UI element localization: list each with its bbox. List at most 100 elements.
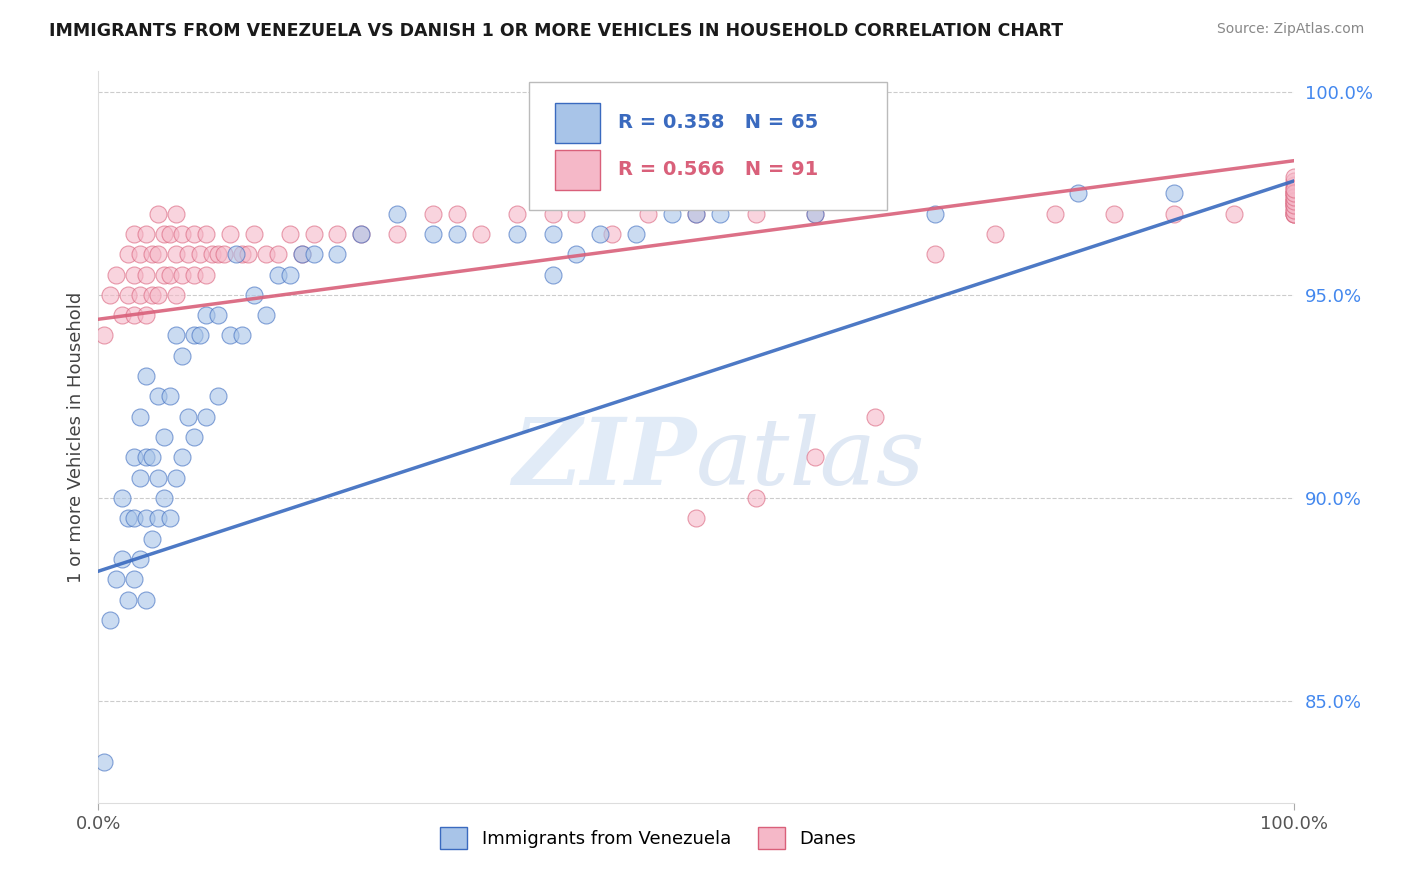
Point xyxy=(98,288,122,302)
Point xyxy=(350,227,373,241)
Point xyxy=(195,268,218,282)
Point xyxy=(1163,206,1185,220)
Point xyxy=(1043,206,1066,220)
Point xyxy=(183,268,205,282)
Point xyxy=(267,268,290,282)
Point xyxy=(506,206,529,220)
Point xyxy=(1282,206,1305,220)
Point xyxy=(172,450,194,465)
Point xyxy=(565,206,588,220)
Point xyxy=(422,206,444,220)
Point xyxy=(709,206,731,220)
Point xyxy=(207,308,229,322)
Point xyxy=(865,409,887,424)
Point xyxy=(1282,206,1305,220)
Point xyxy=(685,206,707,220)
Point xyxy=(589,227,612,241)
Point xyxy=(117,592,139,607)
Point xyxy=(804,206,827,220)
Point xyxy=(159,389,181,403)
Point xyxy=(804,450,827,465)
Point xyxy=(385,206,409,220)
Point xyxy=(195,308,218,322)
Point xyxy=(135,450,157,465)
Point xyxy=(326,247,349,261)
Point xyxy=(661,206,683,220)
Point xyxy=(602,227,624,241)
Point xyxy=(153,430,176,444)
Point xyxy=(1282,194,1305,209)
Point xyxy=(685,511,707,525)
Point xyxy=(159,268,181,282)
Point xyxy=(141,450,163,465)
Point xyxy=(1163,186,1185,201)
Point xyxy=(93,755,115,769)
Point xyxy=(172,349,194,363)
Point xyxy=(422,227,444,241)
Text: ZIP: ZIP xyxy=(512,414,696,504)
Point xyxy=(148,247,170,261)
Point xyxy=(129,247,152,261)
Point xyxy=(129,552,152,566)
Point xyxy=(177,409,200,424)
Point xyxy=(153,491,176,505)
Point xyxy=(212,247,235,261)
Point xyxy=(385,227,409,241)
Point xyxy=(1282,169,1305,184)
Point xyxy=(267,247,290,261)
Point xyxy=(105,572,128,586)
Point xyxy=(153,268,176,282)
Point xyxy=(1223,206,1246,220)
Point xyxy=(1104,206,1126,220)
Point xyxy=(745,491,768,505)
Point xyxy=(148,511,170,525)
FancyBboxPatch shape xyxy=(529,82,887,211)
Point xyxy=(165,206,187,220)
Point xyxy=(446,227,468,241)
Point xyxy=(183,328,205,343)
Point xyxy=(124,450,146,465)
Point xyxy=(565,247,588,261)
Point xyxy=(129,471,152,485)
Point xyxy=(745,206,768,220)
Bar xyxy=(555,150,600,190)
Point xyxy=(1282,198,1305,212)
Point xyxy=(1282,174,1305,188)
Point xyxy=(1282,202,1305,217)
Point xyxy=(924,247,946,261)
Point xyxy=(541,268,564,282)
Point xyxy=(148,471,170,485)
Point xyxy=(1282,182,1305,196)
Point xyxy=(225,247,247,261)
Text: atlas: atlas xyxy=(696,414,925,504)
Point xyxy=(195,409,218,424)
Point xyxy=(254,308,277,322)
Point xyxy=(446,206,468,220)
Point xyxy=(135,511,157,525)
Point xyxy=(541,227,564,241)
Point xyxy=(105,268,128,282)
Point xyxy=(302,227,325,241)
Text: Source: ZipAtlas.com: Source: ZipAtlas.com xyxy=(1216,22,1364,37)
Point xyxy=(278,268,301,282)
Point xyxy=(117,288,139,302)
Point xyxy=(1282,186,1305,201)
Point xyxy=(148,288,170,302)
Point xyxy=(1282,202,1305,217)
Point xyxy=(506,227,529,241)
Point xyxy=(924,206,946,220)
Point xyxy=(98,613,122,627)
Point xyxy=(219,227,242,241)
Point xyxy=(1282,198,1305,212)
Point xyxy=(124,268,146,282)
Point xyxy=(117,511,139,525)
Point xyxy=(129,288,152,302)
Point xyxy=(124,227,146,241)
Point xyxy=(685,206,707,220)
Point xyxy=(207,247,229,261)
Point xyxy=(183,227,205,241)
Text: IMMIGRANTS FROM VENEZUELA VS DANISH 1 OR MORE VEHICLES IN HOUSEHOLD CORRELATION : IMMIGRANTS FROM VENEZUELA VS DANISH 1 OR… xyxy=(49,22,1063,40)
Point xyxy=(117,247,139,261)
Point xyxy=(111,552,134,566)
Bar xyxy=(555,103,600,143)
